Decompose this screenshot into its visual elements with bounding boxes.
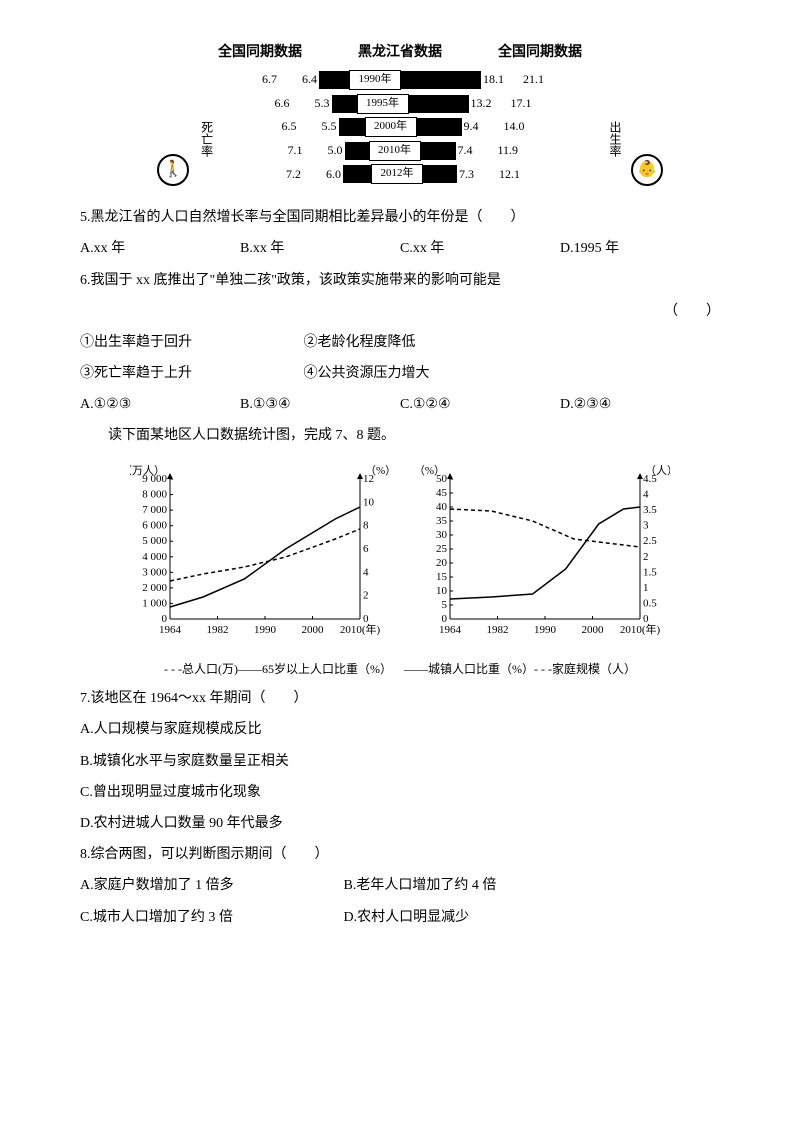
svg-text:2000: 2000	[582, 624, 605, 636]
bar-row: 7.26.02012年7.312.1	[80, 164, 720, 186]
svg-text:45: 45	[436, 487, 448, 499]
svg-text:4: 4	[363, 566, 369, 578]
svg-text:30: 30	[436, 529, 448, 541]
q6-s2: ②老龄化程度降低	[304, 330, 524, 355]
q6-options: A.①②③ B.①③④ C.①②④ D.②③④	[80, 392, 720, 417]
header-right: 全国同期数据	[490, 40, 590, 65]
svg-text:12: 12	[363, 473, 374, 485]
q8-d: D.农村人口明显减少	[344, 910, 470, 925]
q6-blank: （ ）	[80, 299, 720, 324]
q7-b: B.城镇化水平与家庭数量呈正相关	[80, 749, 720, 774]
svg-text:20: 20	[436, 557, 448, 569]
svg-text:4: 4	[643, 488, 649, 500]
q8-a: A.家庭户数增加了 1 倍多	[80, 873, 340, 898]
q8-b: B.老年人口增加了约 4 倍	[344, 878, 497, 893]
svg-text:6: 6	[363, 543, 369, 555]
svg-text:1982: 1982	[207, 624, 229, 636]
svg-text:35: 35	[436, 515, 448, 527]
question-8: 8.综合两图，可以判断图示期间（ ）	[80, 842, 720, 867]
svg-text:2.5: 2.5	[643, 535, 657, 547]
bar-row: 7.15.02010年7.411.9	[80, 140, 720, 162]
svg-text:2: 2	[643, 550, 649, 562]
q6-d: D.②③④	[560, 392, 720, 417]
q6-statements-1: ①出生率趋于回升 ②老龄化程度降低	[80, 330, 720, 355]
svg-text:1.5: 1.5	[643, 566, 657, 578]
chart-1: （万人）（%）9 0008 0007 0006 0005 0004 0003 0…	[130, 464, 390, 644]
chart-2: （%）（人）504540353025201510504.543.532.521.…	[410, 464, 670, 644]
charts-legend: - - -总人口(万)——65岁以上人口比重（%） ——城镇人口比重（%）- -…	[80, 659, 720, 681]
svg-text:2000: 2000	[302, 624, 325, 636]
svg-text:50: 50	[436, 473, 448, 485]
q6-a: A.①②③	[80, 392, 240, 417]
svg-text:2: 2	[363, 589, 369, 601]
svg-text:2010(年): 2010(年)	[340, 622, 381, 636]
q7-d: D.农村进城人口数量 90 年代最多	[80, 811, 720, 836]
q5-b: B.xx 年	[240, 236, 400, 261]
svg-text:6 000: 6 000	[142, 519, 167, 531]
legend-1: - - -总人口(万)——65岁以上人口比重（%）	[164, 662, 392, 676]
question-5: 5.黑龙江省的人口自然增长率与全国同期相比差异最小的年份是（ ）	[80, 205, 720, 230]
header-left: 全国同期数据	[210, 40, 310, 65]
q7-c: C.曾出现明显过度城市化现象	[80, 780, 720, 805]
svg-text:0.5: 0.5	[643, 597, 657, 609]
svg-text:25: 25	[436, 543, 448, 555]
svg-text:2 000: 2 000	[142, 582, 167, 594]
svg-text:1 000: 1 000	[142, 597, 167, 609]
bar-row: 6.76.41990年18.121.1	[80, 69, 720, 91]
svg-text:5: 5	[442, 599, 448, 611]
svg-text:5 000: 5 000	[142, 535, 167, 547]
intro-78: 读下面某地区人口数据统计图，完成 7、8 题。	[80, 423, 720, 448]
q5-a: A.xx 年	[80, 236, 240, 261]
svg-text:40: 40	[436, 501, 448, 513]
svg-text:3: 3	[643, 519, 649, 531]
question-7: 7.该地区在 1964～xx 年期间（ ）	[80, 686, 720, 711]
q8-row1: A.家庭户数增加了 1 倍多 B.老年人口增加了约 4 倍	[80, 873, 720, 898]
svg-text:3.5: 3.5	[643, 504, 657, 516]
q6-s3: ③死亡率趋于上升	[80, 361, 300, 386]
svg-text:1964: 1964	[159, 624, 182, 636]
question-6: 6.我国于 xx 底推出了"单独二孩"政策，该政策实施带来的影响可能是	[80, 268, 720, 293]
svg-text:4 000: 4 000	[142, 550, 167, 562]
q8-row2: C.城市人口增加了约 3 倍 D.农村人口明显减少	[80, 905, 720, 930]
q5-c: C.xx 年	[400, 236, 560, 261]
svg-text:7 000: 7 000	[142, 504, 167, 516]
q5-options: A.xx 年 B.xx 年 C.xx 年 D.1995 年	[80, 236, 720, 261]
svg-text:1982: 1982	[487, 624, 509, 636]
svg-text:3 000: 3 000	[142, 566, 167, 578]
q6-b: B.①③④	[240, 392, 400, 417]
q6-c: C.①②④	[400, 392, 560, 417]
q8-c: C.城市人口增加了约 3 倍	[80, 905, 340, 930]
bar-row: 6.65.31995年13.217.1	[80, 93, 720, 115]
svg-text:2010(年): 2010(年)	[620, 622, 661, 636]
bar-chart: 全国同期数据 黑龙江省数据 全国同期数据 死亡率 出生率 🚶 👶 6.76.41…	[80, 40, 720, 185]
bar-container: 死亡率 出生率 🚶 👶 6.76.41990年18.121.16.65.3199…	[80, 69, 720, 185]
q6-statements-2: ③死亡率趋于上升 ④公共资源压力增大	[80, 361, 720, 386]
q6-s1: ①出生率趋于回升	[80, 330, 300, 355]
svg-text:10: 10	[436, 585, 448, 597]
svg-text:10: 10	[363, 496, 375, 508]
svg-text:1990: 1990	[254, 624, 277, 636]
svg-text:1964: 1964	[439, 624, 462, 636]
svg-text:1: 1	[643, 582, 649, 594]
svg-text:8 000: 8 000	[142, 488, 167, 500]
svg-text:4.5: 4.5	[643, 473, 657, 485]
q5-d: D.1995 年	[560, 236, 720, 261]
line-charts: （万人）（%）9 0008 0007 0006 0005 0004 0003 0…	[80, 464, 720, 644]
legend-2: ——城镇人口比重（%）- - -家庭规模（人）	[404, 662, 636, 676]
svg-text:1990: 1990	[534, 624, 557, 636]
svg-text:15: 15	[436, 571, 448, 583]
header-mid: 黑龙江省数据	[310, 40, 490, 65]
svg-text:9 000: 9 000	[142, 473, 167, 485]
q6-s4: ④公共资源压力增大	[304, 361, 524, 386]
bar-row: 6.55.52000年9.414.0	[80, 116, 720, 138]
q7-a: A.人口规模与家庭规模成反比	[80, 717, 720, 742]
svg-text:8: 8	[363, 519, 369, 531]
